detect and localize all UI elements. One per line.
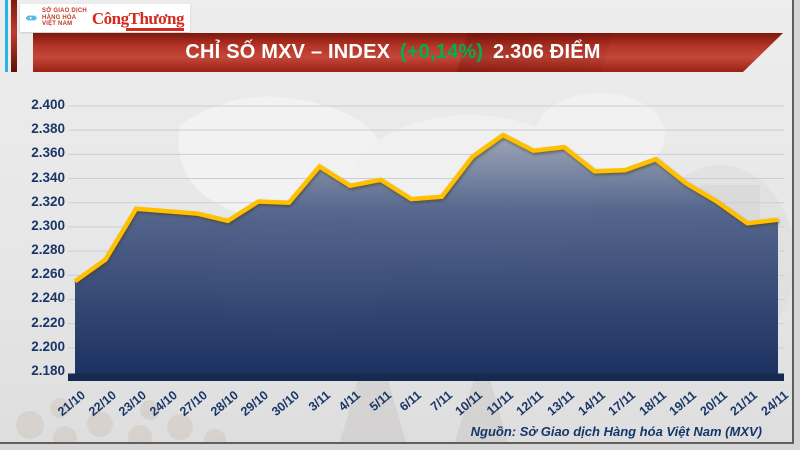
title-main: CHỈ SỐ MXV – INDEX bbox=[185, 41, 391, 63]
congthuong-logo-underline bbox=[126, 27, 184, 31]
chart-title: CHỈ SỐ MXV – INDEX (+0,14%) 2.306 ĐIỂM bbox=[185, 41, 630, 64]
mxv-logo-text: SỞ GIAO DỊCH HÀNG HÓA VIỆT NAM bbox=[42, 8, 87, 28]
y-tick-label: 2.380 bbox=[31, 121, 65, 137]
y-tick-label: 2.180 bbox=[31, 363, 65, 378]
y-tick-label: 2.320 bbox=[31, 193, 65, 209]
mxv-logo-line2: HÀNG HÓA bbox=[42, 14, 77, 21]
publisher-logo-box: SỞ GIAO DỊCH HÀNG HÓA VIỆT NAM CôngThươn… bbox=[20, 4, 190, 32]
congthuong-logo-text: CôngThương bbox=[91, 8, 185, 28]
infographic-panel: SỞ GIAO DỊCH HÀNG HÓA VIỆT NAM CôngThươn… bbox=[0, 0, 792, 442]
mxv-index-area-chart bbox=[68, 105, 784, 381]
congthuong-logo: CôngThương bbox=[91, 8, 185, 31]
left-accent-stripe-red bbox=[11, 0, 17, 72]
y-tick-label: 2.280 bbox=[31, 242, 65, 258]
frame-border-right bbox=[792, 0, 794, 444]
y-tick-label: 2.220 bbox=[31, 314, 65, 330]
y-tick-label: 2.400 bbox=[31, 97, 65, 112]
y-tick-label: 2.360 bbox=[31, 145, 65, 161]
frame-border-bottom bbox=[0, 442, 794, 444]
title-banner: CHỈ SỐ MXV – INDEX (+0,14%) 2.306 ĐIỂM bbox=[33, 33, 783, 72]
source-note: Nguồn: Sở Giao dịch Hàng hóa Việt Nam (M… bbox=[470, 424, 762, 439]
y-tick-label: 2.260 bbox=[31, 266, 65, 282]
mxv-logo-line3: VIỆT NAM bbox=[42, 21, 73, 28]
y-tick-label: 2.340 bbox=[31, 169, 65, 185]
y-tick-label: 2.200 bbox=[31, 338, 65, 354]
mxv-logo-line1: SỞ GIAO DỊCH bbox=[42, 8, 87, 15]
left-accent-stripe-cyan bbox=[5, 0, 8, 72]
mxv-chevrons-icon bbox=[26, 15, 38, 21]
title-change-percent: (+0,14%) bbox=[399, 41, 484, 63]
y-tick-label: 2.240 bbox=[31, 290, 65, 306]
y-tick-label: 2.300 bbox=[31, 217, 65, 233]
title-index-value: 2.306 ĐIỂM bbox=[493, 41, 601, 63]
